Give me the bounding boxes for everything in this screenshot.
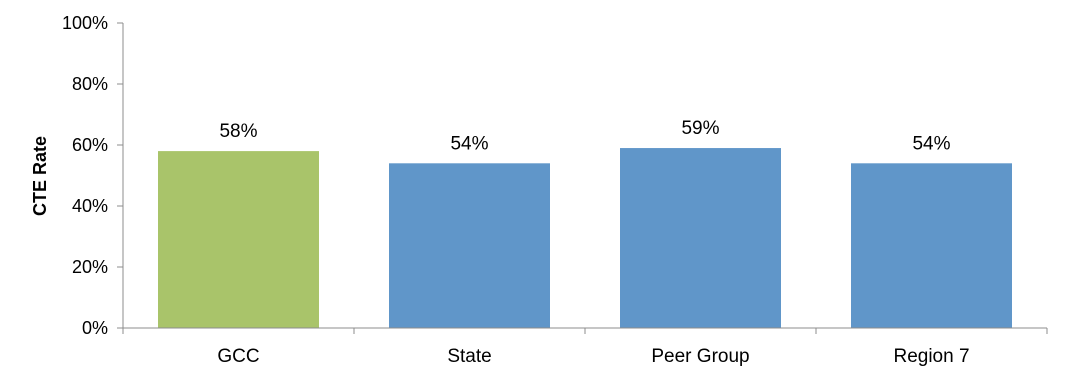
y-tick-label: 100% bbox=[62, 13, 108, 33]
y-axis-ticks: 0% 20% 40% 60% 80% 100% bbox=[62, 13, 123, 338]
x-category-label: Peer Group bbox=[651, 346, 749, 367]
y-tick-label: 80% bbox=[72, 74, 108, 94]
y-axis-title: CTE Rate bbox=[30, 136, 50, 216]
y-tick-label: 0% bbox=[82, 318, 108, 338]
data-label: 58% bbox=[219, 121, 257, 142]
bar-state bbox=[389, 163, 550, 328]
y-tick-label: 60% bbox=[72, 135, 108, 155]
x-axis-ticks: GCC State Peer Group Region 7 bbox=[122, 328, 1048, 367]
bars: 58% 54% 59% 54% bbox=[158, 118, 1012, 328]
bar-gcc bbox=[158, 151, 319, 328]
x-category-label: GCC bbox=[217, 346, 259, 367]
bar-peer-group bbox=[620, 148, 781, 328]
data-label: 54% bbox=[450, 133, 488, 154]
y-tick-label: 40% bbox=[72, 196, 108, 216]
y-tick-label: 20% bbox=[72, 257, 108, 277]
data-label: 54% bbox=[912, 133, 950, 154]
bar-region-7 bbox=[851, 163, 1012, 328]
x-category-label: State bbox=[447, 346, 491, 367]
x-category-label: Region 7 bbox=[893, 346, 969, 367]
data-label: 59% bbox=[681, 118, 719, 139]
